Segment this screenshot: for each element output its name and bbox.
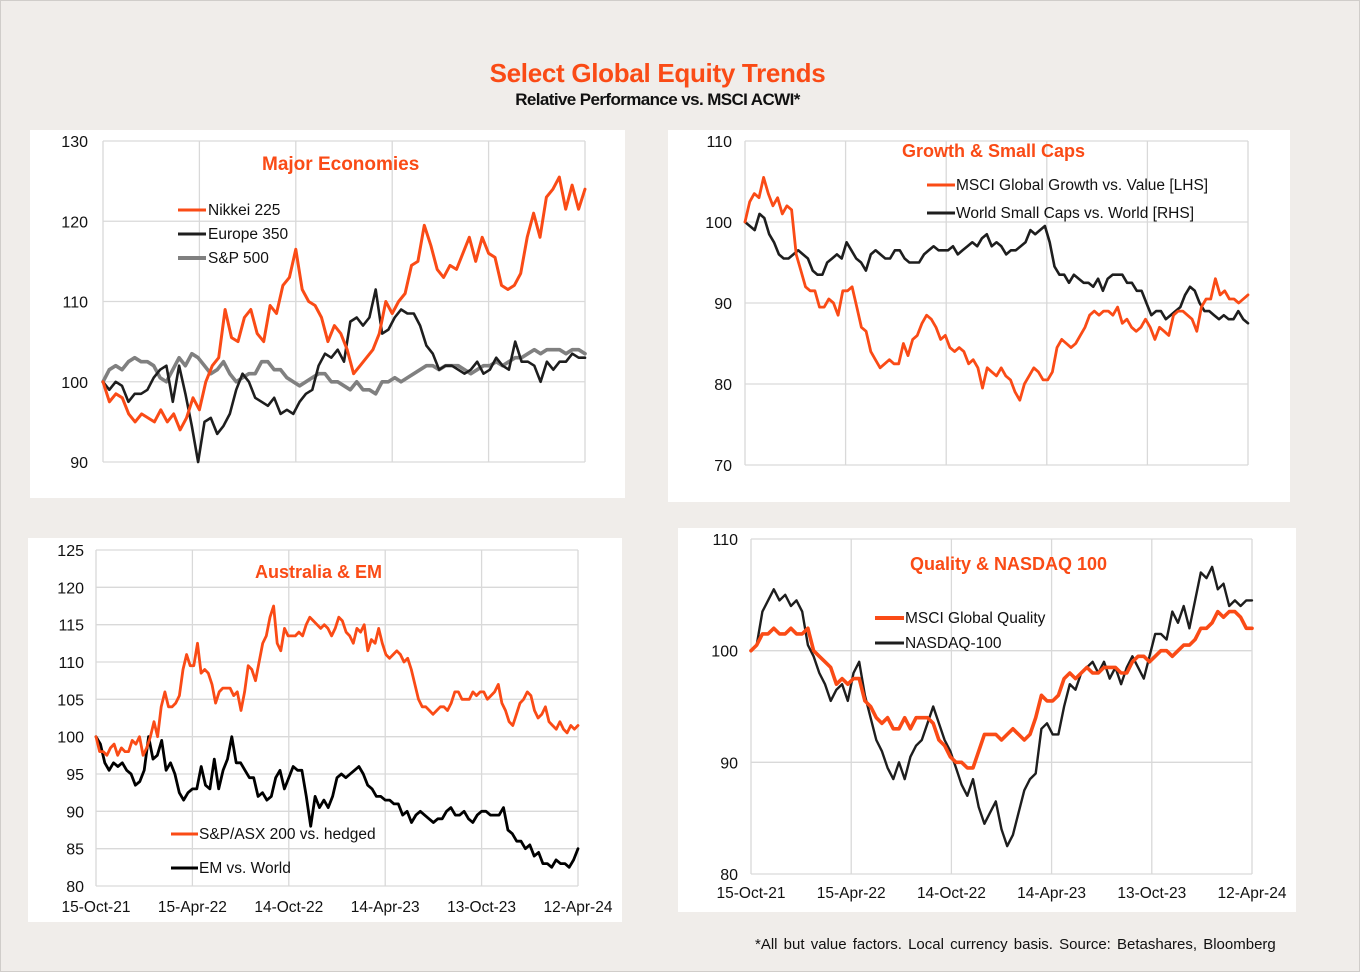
y-tick-label: 110 (62, 295, 88, 312)
y-tick-label: 120 (61, 214, 88, 231)
panel-australia-em: 80 85 90 95 100 105 110 115 120 125 15-Oct-21 15-A… (28, 538, 622, 922)
panel-growth-small-caps: 70 80 90 100 110 Growth & Small Caps MSCI Gl… (668, 130, 1290, 502)
y-tick-label: 100 (711, 644, 738, 661)
legend: MSCI Global Growth vs. Value [LHS] World… (927, 177, 1208, 222)
y-tick-label: 85 (66, 842, 84, 859)
legend: MSCI Global Quality NASDAQ-100 (875, 610, 1046, 652)
x-tick-label: 12-Apr-24 (544, 899, 613, 916)
chart-title: Australia & EM (255, 562, 382, 582)
y-tick-label: 90 (714, 296, 732, 313)
chart-title: Growth & Small Caps (902, 141, 1085, 161)
y-tick-label: 95 (66, 767, 84, 784)
series-line-s-p-500 (101, 347, 587, 396)
y-tick-label: 100 (61, 375, 88, 392)
legend: Nikkei 225 Europe 350 S&P 500 (178, 202, 289, 267)
page-title: Select Global Equity Trends (489, 58, 826, 88)
chart-title: Major Economies (262, 154, 419, 175)
x-tick-label: 14-Apr-23 (351, 899, 420, 916)
y-tick-label: 130 (61, 134, 88, 151)
legend-label-sp500: S&P 500 (208, 250, 269, 267)
panel-quality-nasdaq: 80 90 100 110 15-Oct-21 15-Apr-22 14-Oct-22 14… (678, 528, 1296, 912)
x-tick-label: 13-Oct-23 (1117, 885, 1186, 902)
legend-label-asx200: S&P/ASX 200 vs. hedged (199, 826, 376, 843)
y-tick-label: 105 (57, 692, 84, 709)
panel-major-economies: 90 100 110 120 130 Major Economies Nikkei 22… (30, 130, 625, 498)
legend-label-nikkei: Nikkei 225 (208, 202, 280, 219)
legend-label-nasdaq: NASDAQ-100 (905, 635, 1002, 652)
chart-major-economies: 90 100 110 120 130 Major Economies Nikkei 22… (61, 134, 587, 472)
series-line-msci-global-growth-vs-value-lhs (743, 176, 1250, 402)
series-line-em-vs-world (94, 735, 580, 869)
y-tick-label: 110 (58, 655, 84, 672)
x-tick-label: 12-Apr-24 (1218, 885, 1287, 902)
x-tick-label: 14-Oct-22 (254, 899, 323, 916)
footnote: *All but value factors. Local currency b… (755, 936, 1276, 953)
x-tick-label: 15-Apr-22 (817, 885, 886, 902)
y-tick-label: 80 (66, 879, 84, 896)
x-tick-label: 15-Oct-21 (62, 899, 131, 916)
legend-label-em: EM vs. World (199, 860, 291, 877)
x-tick-label: 15-Oct-21 (717, 885, 786, 902)
y-tick-label: 100 (57, 730, 84, 747)
series-line-world-small-caps-vs-world-rhs (743, 212, 1250, 325)
chart-title: Quality & NASDAQ 100 (910, 554, 1107, 574)
series-line-msci-global-quality (749, 609, 1254, 770)
y-tick-label: 90 (66, 804, 84, 821)
x-tick-label: 15-Apr-22 (158, 899, 227, 916)
series-line-s-p-asx-200-vs-hedged (94, 604, 580, 757)
legend-label-europe: Europe 350 (208, 226, 289, 243)
series-line-nikkei-225 (101, 175, 587, 432)
chart-growth-small-caps: 70 80 90 100 110 Growth & Small Caps MSCI Gl… (705, 134, 1250, 475)
legend-label-quality: MSCI Global Quality (905, 610, 1046, 627)
chart-quality-nasdaq: 80 90 100 110 15-Oct-21 15-Apr-22 14-Oct-22 14… (711, 532, 1287, 902)
y-tick-label: 110 (712, 532, 738, 549)
y-tick-label: 110 (706, 134, 732, 151)
series-line-europe-350 (101, 288, 587, 464)
page-subtitle: Relative Performance vs. MSCI ACWI* (515, 90, 800, 109)
y-tick-label: 90 (720, 755, 738, 772)
series-line-nasdaq-100 (749, 565, 1254, 848)
legend-label-small-caps: World Small Caps vs. World [RHS] (956, 205, 1194, 222)
legend: S&P/ASX 200 vs. hedged EM vs. World (171, 826, 376, 877)
y-tick-label: 80 (720, 867, 738, 884)
x-tick-label: 14-Apr-23 (1017, 885, 1086, 902)
y-tick-label: 115 (58, 618, 84, 635)
y-tick-label: 70 (714, 458, 732, 475)
y-tick-label: 90 (70, 455, 88, 472)
y-tick-label: 125 (57, 543, 84, 560)
y-tick-label: 120 (57, 580, 84, 597)
x-tick-label: 13-Oct-23 (447, 899, 516, 916)
y-tick-label: 80 (714, 377, 732, 394)
legend-label-growth-value: MSCI Global Growth vs. Value [LHS] (956, 177, 1208, 194)
y-tick-label: 100 (705, 215, 732, 232)
x-tick-label: 14-Oct-22 (917, 885, 986, 902)
chart-australia-em: 80 85 90 95 100 105 110 115 120 125 15-Oct-21 15-A… (57, 543, 613, 916)
